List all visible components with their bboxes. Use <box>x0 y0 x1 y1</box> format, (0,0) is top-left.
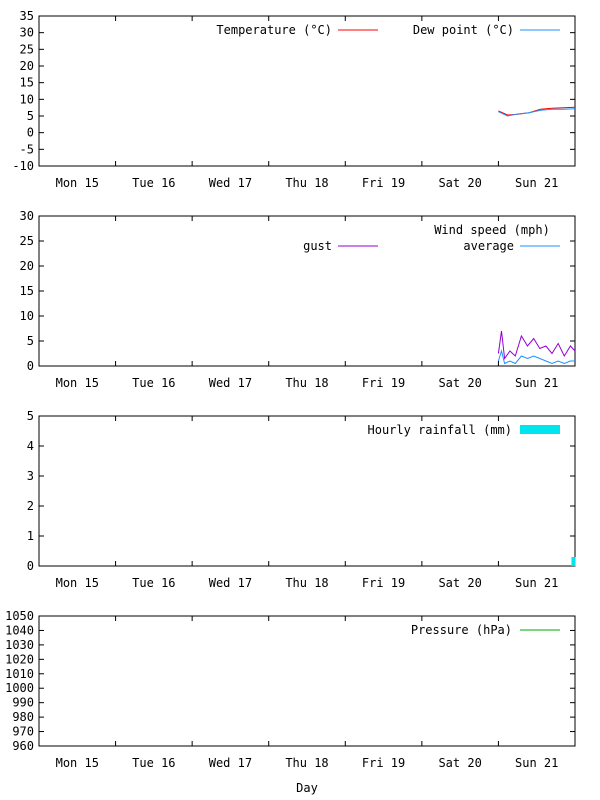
y-tick-label: 15 <box>20 76 34 90</box>
x-tick-label: Sun 21 <box>515 376 558 390</box>
wind-panel: 0 5 10 15 20 25 30 Mon 15 Tue 16 Wed 17 Thu 18 Fri … <box>20 209 576 390</box>
x-tick-label: Mon 15 <box>56 756 99 770</box>
y-tick-label: 30 <box>20 209 34 223</box>
x-tick-label: Sun 21 <box>515 756 558 770</box>
y-tick-label: 0 <box>27 126 34 140</box>
y-tick-label: -10 <box>12 159 34 173</box>
y-tick-label: 3 <box>27 469 34 483</box>
y-tick-label: 1040 <box>5 623 34 637</box>
legend-label: gust <box>303 239 332 253</box>
x-tick-label: Sat 20 <box>438 176 481 190</box>
x-tick-label: Mon 15 <box>56 576 99 590</box>
x-axis-label: Day <box>296 781 318 795</box>
y-tick-label: 5 <box>27 334 34 348</box>
series-line-average <box>497 349 575 365</box>
x-tick-label: Sat 20 <box>438 376 481 390</box>
temperature-panel: -10 -5 0 5 10 15 20 25 30 35 Mon 15 Tue 16 Wed 17 Thu… <box>12 9 576 190</box>
legend-label: Temperature (°C) <box>216 23 332 37</box>
legend-label: average <box>463 239 514 253</box>
x-tick-label: Sat 20 <box>438 576 481 590</box>
x-tick-label: Sun 21 <box>515 176 558 190</box>
legend-label: Dew point (°C) <box>413 23 514 37</box>
y-tick-label: 1010 <box>5 667 34 681</box>
y-tick-label: 35 <box>20 9 34 23</box>
x-tick-label: Tue 16 <box>132 176 175 190</box>
x-tick-label: Fri 19 <box>362 376 405 390</box>
x-tick-label: Fri 19 <box>362 176 405 190</box>
rain-panel: 0 1 2 3 4 5 Mon 15 Tue 16 Wed 17 Thu 18 Fri 19 Sat … <box>27 409 576 590</box>
y-tick-label: 15 <box>20 284 34 298</box>
y-tick-label: 1050 <box>5 609 34 623</box>
x-tick-label: Thu 18 <box>285 176 328 190</box>
legend-swatch <box>520 425 560 434</box>
y-tick-label: 1020 <box>5 652 34 666</box>
x-tick-label: Tue 16 <box>132 576 175 590</box>
x-tick-label: Tue 16 <box>132 376 175 390</box>
y-tick-label: 1030 <box>5 638 34 652</box>
x-tick-label: Mon 15 <box>56 176 99 190</box>
y-tick-label: 2 <box>27 499 34 513</box>
x-tick-label: Wed 17 <box>209 576 252 590</box>
x-tick-label: Sun 21 <box>515 576 558 590</box>
y-tick-label: 10 <box>20 92 34 106</box>
y-tick-label: 0 <box>27 559 34 573</box>
y-tick-label: 30 <box>20 26 34 40</box>
x-tick-label: Mon 15 <box>56 376 99 390</box>
legend-label: Hourly rainfall (mm) <box>368 423 513 437</box>
y-tick-label: 980 <box>12 710 34 724</box>
y-tick-label: -5 <box>20 142 34 156</box>
x-tick-label: Wed 17 <box>209 376 252 390</box>
y-tick-label: 4 <box>27 439 34 453</box>
plot-frame <box>38 415 576 567</box>
y-tick-label: 20 <box>20 59 34 73</box>
y-tick-label: 25 <box>20 42 34 56</box>
x-tick-label: Wed 17 <box>209 756 252 770</box>
plot-frame <box>38 15 576 167</box>
y-tick-label: 5 <box>27 109 34 123</box>
y-tick-label: 5 <box>27 409 34 423</box>
x-tick-label: Fri 19 <box>362 756 405 770</box>
x-tick-label: Fri 19 <box>362 576 405 590</box>
rain-bar <box>571 557 576 566</box>
y-tick-label: 1000 <box>5 681 34 695</box>
y-tick-label: 25 <box>20 234 34 248</box>
y-tick-label: 970 <box>12 725 34 739</box>
y-tick-label: 990 <box>12 696 34 710</box>
legend-label: Pressure (hPa) <box>411 623 512 637</box>
y-tick-label: 0 <box>27 359 34 373</box>
x-tick-label: Sat 20 <box>438 756 481 770</box>
series-line-dew <box>498 108 576 117</box>
x-tick-label: Thu 18 <box>285 376 328 390</box>
series-line-gust <box>497 330 576 360</box>
y-tick-label: 960 <box>12 739 34 753</box>
x-tick-label: Thu 18 <box>285 576 328 590</box>
y-tick-label: 1 <box>27 529 34 543</box>
x-tick-label: Tue 16 <box>132 756 175 770</box>
plot-frame <box>38 615 576 747</box>
y-tick-label: 10 <box>20 309 34 323</box>
x-tick-label: Wed 17 <box>209 176 252 190</box>
x-tick-label: Thu 18 <box>285 756 328 770</box>
panel-title: Wind speed (mph) <box>434 223 550 237</box>
y-tick-label: 20 <box>20 259 34 273</box>
